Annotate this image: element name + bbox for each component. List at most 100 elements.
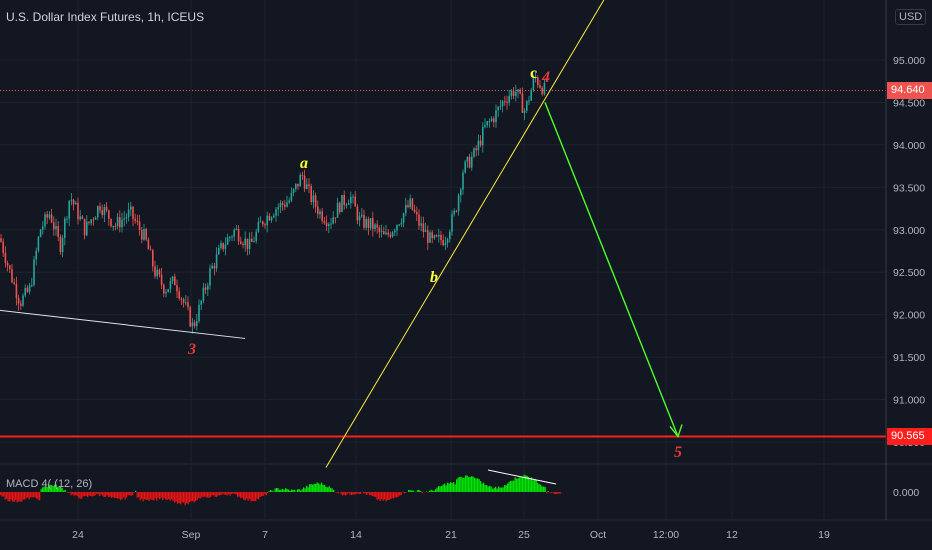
candle-body — [444, 242, 447, 246]
candle-body — [251, 238, 253, 242]
macd-bar — [420, 490, 422, 492]
candle-body — [167, 289, 169, 293]
candle-body — [66, 218, 68, 220]
macd-bar — [13, 492, 15, 502]
candle-body — [310, 186, 312, 203]
candle-body — [110, 218, 112, 227]
macd-bar — [519, 477, 521, 492]
macd-bar — [190, 492, 192, 502]
macd-bar — [393, 492, 395, 499]
candle-body — [418, 214, 420, 226]
candle-body — [2, 241, 4, 254]
macd-bar — [558, 492, 560, 494]
macd-bar — [474, 477, 476, 492]
macd-bar — [78, 492, 80, 498]
macd-bar — [262, 492, 264, 496]
macd-bar — [367, 492, 369, 494]
macd-bar — [277, 488, 279, 492]
candle-body — [319, 211, 321, 215]
macd-bar — [517, 478, 519, 492]
macd-bar — [391, 492, 393, 499]
macd-bar — [51, 485, 53, 492]
macd-bar — [91, 492, 93, 497]
macd-bar — [360, 492, 362, 494]
macd-bar — [159, 492, 161, 500]
macd-bar — [526, 475, 528, 492]
macd-bar — [487, 486, 489, 492]
macd-bar — [495, 486, 497, 492]
candle-body — [429, 232, 431, 243]
macd-bar — [246, 492, 248, 499]
macd-bar — [310, 484, 312, 492]
macd-bar — [181, 492, 183, 503]
candle-body — [28, 285, 31, 292]
macd-bar — [450, 482, 452, 492]
candle-body — [543, 82, 546, 95]
macd-bar — [544, 487, 546, 492]
macd-bar — [376, 492, 378, 500]
candle-body — [312, 195, 315, 203]
candle-body — [193, 322, 196, 326]
macd-bar — [24, 492, 26, 500]
macd-bar — [261, 492, 263, 497]
macd-bar — [124, 492, 126, 500]
wave-label-5: 5 — [674, 444, 682, 461]
macd-bar — [72, 492, 74, 495]
macd-bar — [555, 492, 557, 494]
candle-body — [365, 218, 367, 228]
macd-bar — [210, 492, 212, 497]
macd-bar — [421, 492, 423, 494]
candle-body — [88, 221, 90, 224]
x-tick-label: 19 — [818, 529, 830, 541]
macd-bar — [63, 490, 65, 492]
currency-selector[interactable]: USD — [895, 9, 927, 25]
macd-bar — [201, 492, 203, 498]
candle-body — [281, 202, 284, 205]
candle-body — [422, 223, 425, 232]
macd-bar — [126, 492, 128, 498]
candle-body — [400, 222, 403, 225]
macd-bar — [438, 486, 440, 492]
macd-bar — [132, 492, 134, 496]
candle-body — [468, 156, 471, 168]
candle-body — [286, 202, 288, 207]
candle-body — [90, 219, 92, 224]
candle-body — [475, 148, 477, 151]
candle-body — [336, 202, 339, 218]
macd-bar — [498, 486, 500, 492]
candle-body — [402, 213, 405, 223]
macd-bar — [238, 492, 240, 497]
candle-body — [345, 204, 348, 206]
candle-body — [519, 89, 521, 94]
macd-bar — [516, 478, 518, 492]
macd-bar — [84, 492, 86, 497]
candle-body — [22, 295, 24, 306]
macd-bar — [451, 482, 453, 492]
candle-body — [321, 211, 323, 221]
macd-bar — [88, 492, 90, 496]
macd-bar — [223, 492, 225, 495]
macd-bar — [264, 492, 266, 494]
macd-bar — [255, 492, 257, 502]
candle-body — [262, 221, 264, 225]
candle-body — [420, 223, 422, 226]
candle-body — [6, 263, 9, 266]
macd-bar — [40, 489, 42, 492]
macd-bar — [42, 487, 44, 492]
candle-body — [33, 259, 35, 285]
macd-bar — [327, 487, 329, 492]
candle-body — [237, 228, 240, 242]
macd-divergence-line — [487, 469, 557, 485]
macd-bar — [25, 492, 27, 499]
macd-bar — [175, 492, 177, 502]
candle-body — [127, 209, 130, 218]
candle-body — [493, 118, 495, 123]
candle-body — [154, 266, 156, 277]
macd-bar — [151, 492, 153, 500]
macd-bar — [330, 487, 332, 492]
macd-bar — [166, 492, 168, 501]
candle-body — [108, 210, 110, 219]
macd-bar — [298, 489, 300, 492]
wave-label-4: 4 — [541, 69, 550, 86]
